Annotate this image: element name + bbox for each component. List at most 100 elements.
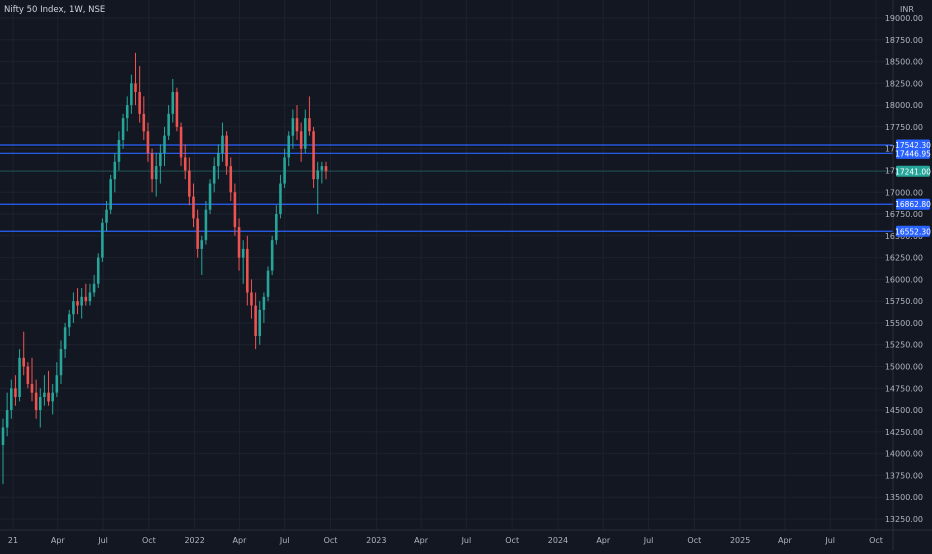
price-tick-label: 16000.00 [885, 275, 923, 284]
candle-body [241, 248, 245, 258]
candle-body [279, 183, 282, 215]
candle-body [316, 170, 320, 180]
candle [258, 301, 262, 345]
price-tick-label: 15000.00 [885, 363, 923, 372]
price-tick-label: 17000.00 [885, 188, 923, 197]
candle [308, 96, 311, 136]
price-tick-label: 18000.00 [885, 101, 923, 110]
candle-body [299, 131, 303, 149]
line-price-label: 17446.95 [895, 147, 931, 159]
line-price-label: 17542.30 [895, 139, 931, 151]
grid [0, 0, 893, 530]
time-tick-label: Jul [461, 536, 472, 545]
time-tick-label: 2022 [184, 536, 204, 545]
line-price-label-text: 17446.95 [895, 149, 931, 158]
line-price-label-bg [896, 147, 930, 159]
candle [283, 148, 286, 188]
candle-body [320, 166, 324, 171]
candle [38, 388, 42, 428]
candle-body [18, 357, 21, 398]
candle [204, 200, 208, 245]
price-tick-label: 14000.00 [885, 450, 923, 459]
candle-body [308, 118, 311, 132]
candle-body [171, 92, 175, 114]
candle-body [43, 392, 46, 398]
candle-body [67, 314, 71, 328]
time-tick-label: 2024 [548, 536, 568, 545]
candle [14, 375, 17, 406]
candle [312, 126, 315, 188]
candle [5, 392, 9, 437]
candle-body [196, 218, 199, 249]
time-tick-label: 21 [8, 536, 18, 545]
candle [130, 74, 133, 114]
price-tick-label: 15750.00 [885, 297, 923, 306]
price-axis[interactable]: 19000.00 18750.00 18500.00 18250.00 18000.00… [885, 14, 923, 524]
candle [188, 157, 191, 206]
candle [142, 96, 146, 140]
candle-body [250, 292, 253, 306]
time-axis[interactable]: 21 Apr Jul Oct 2022 Apr Jul Oct 2023 Apr Jul Oct 202… [8, 536, 883, 545]
candle-body [72, 301, 75, 315]
candle-body [101, 222, 104, 258]
time-tick-label: Apr [51, 536, 66, 545]
candle-body [237, 227, 241, 258]
candle-body [291, 118, 295, 136]
candle [316, 161, 320, 215]
candle-body [55, 375, 59, 393]
price-tick-label: 14750.00 [885, 384, 923, 393]
time-tick-label: Apr [414, 536, 429, 545]
candle [72, 292, 75, 323]
candle [262, 292, 266, 323]
candle-body [221, 135, 224, 154]
candle [138, 65, 141, 123]
candle-body [254, 305, 257, 337]
candle-body [14, 388, 17, 398]
candle [287, 131, 291, 167]
time-tick-label: Oct [142, 536, 156, 545]
candle-body [304, 118, 307, 149]
time-tick-label: Jul [279, 536, 290, 545]
candle [134, 52, 137, 106]
candle [101, 218, 104, 262]
candle [26, 362, 30, 389]
candle [208, 179, 212, 215]
candle-body [217, 153, 220, 167]
candle [275, 205, 278, 245]
candle-body [262, 296, 266, 310]
candle-body [105, 209, 108, 223]
last-price-label-text: 17241.00 [895, 167, 931, 176]
candle [295, 105, 299, 140]
time-tick-label: 2025 [730, 536, 750, 545]
candle [163, 126, 166, 167]
candle-body [84, 296, 88, 302]
candle-body [5, 410, 9, 428]
candle [304, 109, 307, 154]
candle [254, 292, 257, 350]
candle-body [47, 392, 50, 402]
candle [18, 349, 21, 402]
price-tick-label: 13500.00 [885, 493, 923, 502]
candle [167, 105, 170, 140]
candle-body [283, 157, 286, 184]
candle-body [258, 309, 262, 337]
candle [146, 122, 150, 162]
candle-body [287, 135, 291, 158]
candle [63, 322, 67, 358]
candle-body [92, 283, 96, 293]
candle [92, 275, 96, 297]
candle-body [175, 92, 179, 127]
candle-body [229, 166, 233, 193]
price-tick-label: 18500.00 [885, 58, 923, 67]
candle [154, 153, 158, 197]
candle-body [163, 135, 166, 154]
candle-body [275, 214, 278, 241]
candle [80, 288, 83, 319]
candle [250, 279, 253, 319]
candle [183, 144, 187, 180]
candle [105, 200, 108, 232]
candle-body [51, 392, 54, 402]
price-tick-label: 16250.00 [885, 254, 923, 263]
